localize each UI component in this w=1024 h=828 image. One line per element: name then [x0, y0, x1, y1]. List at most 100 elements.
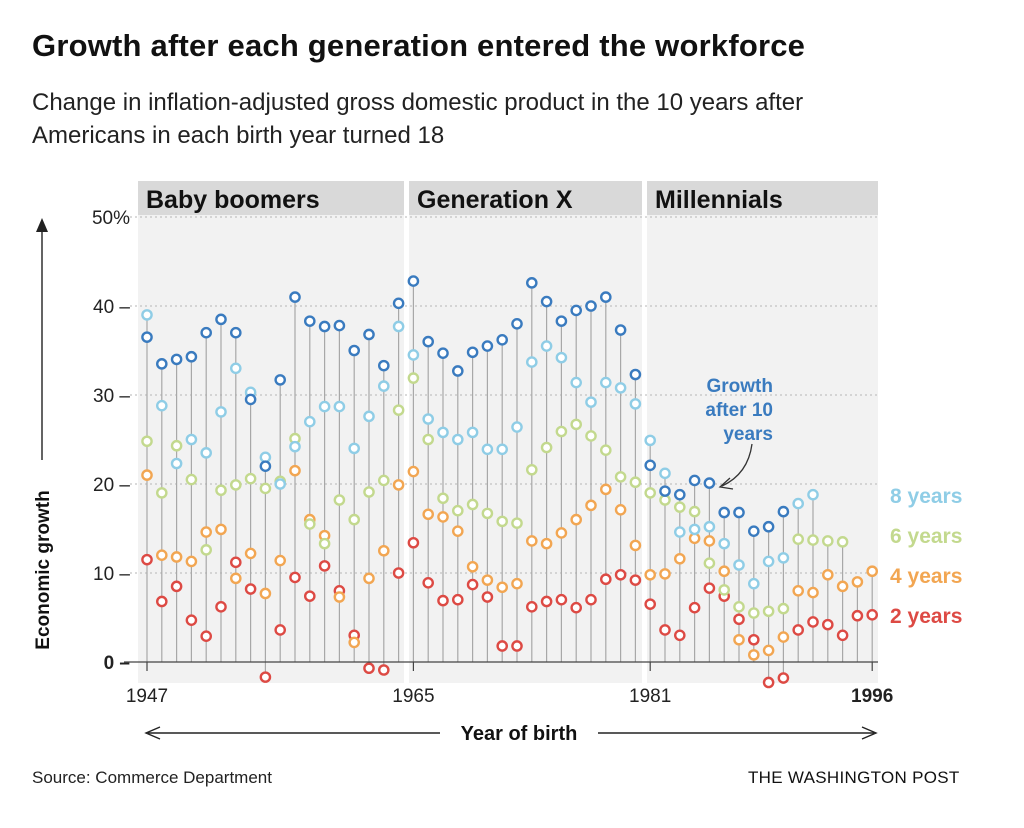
data-point	[451, 504, 464, 517]
data-point	[437, 347, 449, 359]
data-point	[274, 554, 287, 567]
data-point	[748, 607, 760, 619]
data-point	[703, 520, 716, 533]
data-point	[703, 582, 716, 594]
data-point	[466, 578, 479, 591]
data-point	[614, 471, 627, 483]
data-point	[392, 404, 405, 416]
data-point	[822, 535, 834, 547]
data-point	[629, 368, 642, 381]
data-point	[644, 487, 657, 499]
data-point	[688, 505, 701, 518]
data-point	[614, 568, 627, 581]
data-point	[659, 624, 671, 636]
annotation-text: after 10	[705, 400, 773, 421]
data-point	[748, 633, 760, 646]
y-axis-title: Economic growth	[33, 490, 54, 649]
data-point	[555, 315, 568, 327]
data-point	[155, 399, 168, 412]
data-points	[141, 275, 879, 689]
data-point	[733, 601, 745, 613]
data-point	[866, 565, 879, 578]
data-point	[348, 636, 361, 649]
data-point	[526, 463, 538, 476]
data-point	[466, 346, 479, 359]
data-point	[185, 555, 198, 568]
data-point	[792, 624, 805, 636]
data-point	[229, 572, 242, 585]
data-point	[540, 340, 553, 352]
data-point	[748, 649, 760, 661]
data-point	[155, 595, 168, 608]
generation-header	[647, 181, 878, 215]
source-note: Source: Commerce Department	[32, 768, 272, 787]
data-point	[422, 433, 435, 446]
data-point	[200, 544, 212, 556]
data-point	[585, 499, 597, 512]
data-point	[170, 580, 183, 593]
data-point	[377, 380, 390, 392]
data-point	[200, 326, 212, 339]
data-point	[777, 552, 790, 564]
data-point	[437, 511, 449, 523]
data-point	[555, 351, 568, 364]
data-point	[274, 478, 287, 490]
data-point	[185, 433, 198, 446]
data-point	[570, 513, 583, 526]
data-point	[511, 640, 523, 652]
data-point	[496, 334, 509, 346]
data-point	[200, 630, 212, 642]
data-point	[659, 568, 671, 580]
data-point	[703, 477, 716, 489]
data-point	[289, 464, 301, 477]
axes: 50% 40 – 30 – 20 – 10 – 0 – 1947 1965 1981 1996 Ec…	[33, 208, 893, 745]
data-point	[511, 517, 523, 529]
data-point	[229, 479, 242, 491]
data-point	[733, 506, 745, 519]
data-point	[762, 676, 775, 689]
annotation-text: years	[723, 424, 773, 445]
data-point	[600, 376, 612, 389]
data-point	[718, 506, 731, 519]
data-point	[451, 593, 464, 606]
data-point	[274, 374, 287, 386]
data-point	[762, 555, 775, 568]
data-point	[333, 591, 346, 603]
data-point	[733, 633, 745, 646]
data-point	[215, 523, 227, 536]
data-point	[422, 413, 435, 425]
data-point	[526, 356, 538, 368]
data-point	[170, 439, 183, 452]
data-point	[644, 434, 657, 447]
data-point	[792, 585, 805, 597]
data-point	[526, 277, 538, 289]
data-point	[836, 536, 849, 548]
data-point	[170, 551, 183, 563]
data-point	[748, 577, 760, 590]
data-point	[807, 616, 819, 628]
data-point	[481, 507, 494, 520]
data-point	[229, 326, 242, 339]
y-tick-label: 50%	[92, 208, 130, 229]
data-point	[141, 553, 153, 566]
annotation-text: Growth	[707, 376, 774, 397]
generation-header	[138, 181, 404, 215]
data-point	[540, 295, 553, 308]
data-point	[688, 523, 701, 536]
data-point	[259, 671, 272, 683]
data-point	[185, 614, 198, 626]
data-point	[674, 501, 686, 513]
labels: 8 years 6 years 4 years 2 years Growth after …	[705, 376, 962, 628]
data-point	[363, 662, 375, 675]
data-point	[614, 324, 627, 336]
data-point	[318, 560, 331, 572]
data-point	[244, 472, 257, 485]
data-point	[555, 425, 568, 438]
data-point	[644, 459, 657, 472]
data-point	[585, 300, 597, 312]
data-point	[481, 443, 494, 456]
data-point	[674, 552, 686, 565]
data-point	[644, 568, 657, 581]
data-point	[407, 372, 420, 384]
